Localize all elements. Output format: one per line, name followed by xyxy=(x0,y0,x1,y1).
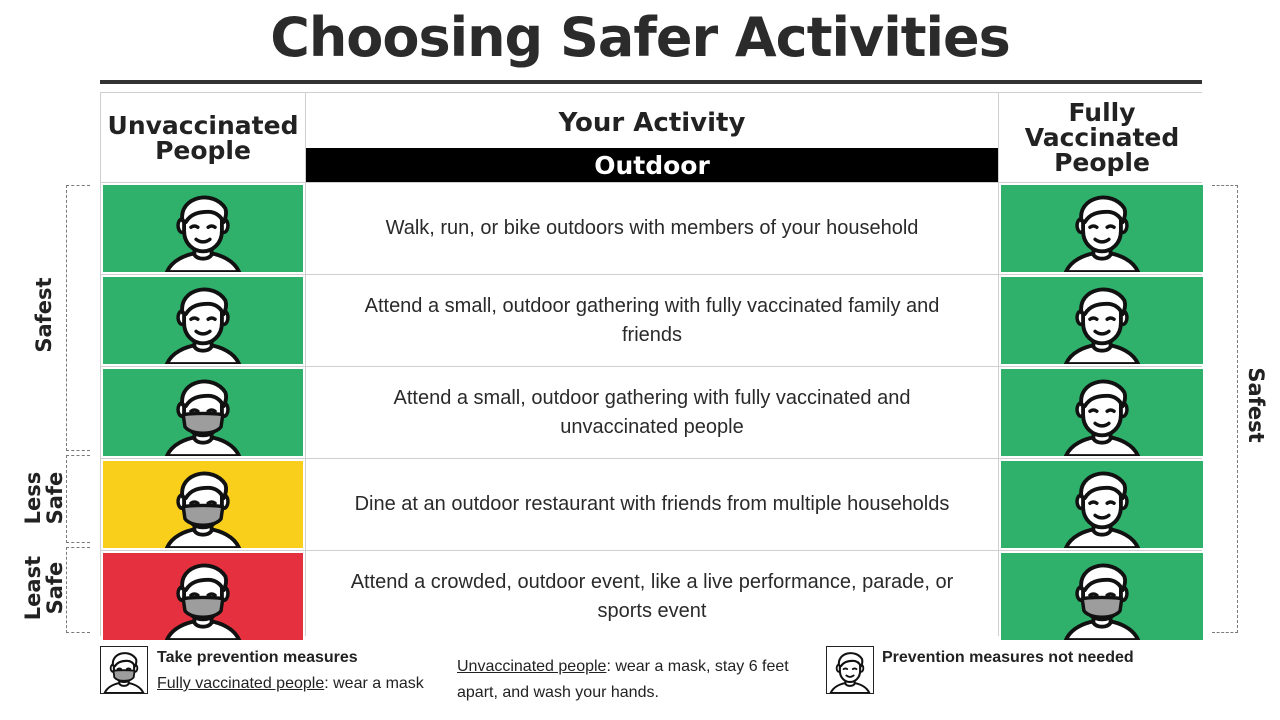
masked-face-icon-glyph xyxy=(103,652,145,693)
masked-face-icon xyxy=(1063,563,1141,640)
legend-fully-vaccinated-text: : wear a mask xyxy=(324,675,424,692)
page-title: Choosing Safer Activities xyxy=(270,6,1011,69)
header-fully-vaccinated: Fully Vaccinated People xyxy=(999,93,1205,182)
risk-color-box xyxy=(1001,553,1203,640)
activity-description: Attend a crowded, outdoor event, like a … xyxy=(306,551,998,642)
unvaccinated-status-cell xyxy=(101,459,305,550)
header-your-activity: Your Activity xyxy=(558,107,746,138)
masked-face-icon xyxy=(164,563,242,640)
activity-table: Unvaccinated People Your Activity Outdoo… xyxy=(100,92,1205,642)
bracket-right-safest xyxy=(1212,185,1238,633)
risk-color-box xyxy=(103,277,303,364)
bracket-left-least-safe xyxy=(66,547,90,633)
label-left-least-line1: Least xyxy=(20,555,45,621)
legend-not-needed-text: Prevention measures not needed xyxy=(882,649,1134,666)
unvaccinated-status-cell xyxy=(101,275,305,366)
unvaccinated-status-cell xyxy=(101,183,305,274)
risk-color-box xyxy=(1001,277,1203,364)
risk-color-box xyxy=(103,553,303,640)
person-face-icon xyxy=(826,646,874,694)
risk-color-box xyxy=(1001,185,1203,272)
person-face-icon xyxy=(1063,471,1141,548)
legend-take-prevention: Take prevention measures xyxy=(157,649,358,666)
person-face-icon xyxy=(1063,379,1141,456)
bracket-left-less-safe xyxy=(66,455,90,543)
vaccinated-status-cell xyxy=(999,183,1205,274)
activity-description: Dine at an outdoor restaurant with frien… xyxy=(306,459,998,550)
bracket-left-safest xyxy=(66,185,90,451)
label-right-safest: Safest xyxy=(1244,367,1269,443)
vaccinated-status-cell xyxy=(999,367,1205,458)
title-divider xyxy=(100,80,1202,84)
person-face-icon xyxy=(164,195,242,272)
legend-fully-vaccinated-label: Fully vaccinated people xyxy=(157,675,325,692)
person-face-icon xyxy=(1063,287,1141,364)
person-face-icon xyxy=(164,287,242,364)
legend-unvaccinated-label: Unvaccinated people xyxy=(457,658,607,675)
header-outdoor-bar: Outdoor xyxy=(306,148,998,182)
label-left-less-line2: Safe xyxy=(43,471,67,525)
risk-color-box xyxy=(1001,461,1203,548)
vaccinated-status-cell xyxy=(999,275,1205,366)
label-left-less-safe: Less Safe xyxy=(20,456,67,540)
risk-color-box xyxy=(103,369,303,456)
activity-description: Walk, run, or bike outdoors with members… xyxy=(306,183,998,274)
legend-unvaccinated-text-1: : wear a mask, stay 6 feet xyxy=(606,658,789,675)
header-activity: Your Activity Outdoor xyxy=(306,93,998,182)
vaccinated-status-cell xyxy=(999,459,1205,550)
unvaccinated-status-cell xyxy=(101,551,305,642)
label-left-safest: Safest xyxy=(31,277,56,353)
label-left-least-safe: Least Safe xyxy=(20,546,67,630)
risk-color-box xyxy=(103,185,303,272)
vaccinated-status-cell xyxy=(999,551,1205,642)
masked-face-icon xyxy=(100,646,148,694)
masked-face-icon xyxy=(164,379,242,456)
activity-description: Attend a small, outdoor gathering with f… xyxy=(306,367,998,458)
unvaccinated-status-cell xyxy=(101,367,305,458)
label-left-least-line2: Safe xyxy=(43,561,67,615)
label-left-less-line1: Less xyxy=(20,471,45,525)
risk-color-box xyxy=(1001,369,1203,456)
header-unvaccinated: Unvaccinated People xyxy=(101,93,305,182)
person-face-icon-glyph xyxy=(829,652,871,693)
legend-unvaccinated-text-2: apart, and wash your hands. xyxy=(457,684,659,701)
person-face-icon xyxy=(1063,195,1141,272)
activity-description: Attend a small, outdoor gathering with f… xyxy=(306,275,998,366)
masked-face-icon xyxy=(164,471,242,548)
risk-color-box xyxy=(103,461,303,548)
